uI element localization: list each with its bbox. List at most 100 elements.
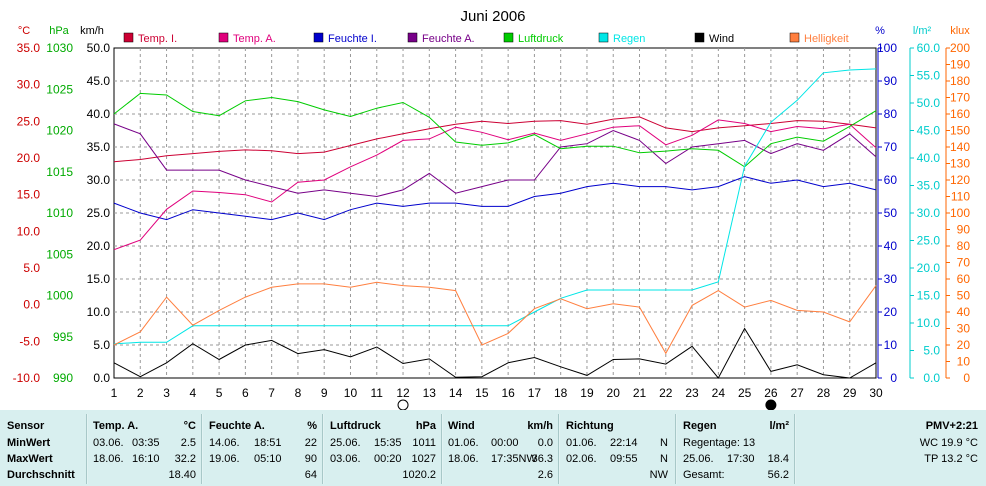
celsius-tick-label: 25.0 (17, 114, 41, 128)
x-tick-label: 26 (764, 386, 778, 400)
legend-label: Helligkeit (804, 33, 849, 45)
wind-min-value: 0.0 (537, 437, 553, 449)
hpa-unit-label: hPa (49, 25, 69, 37)
kmh-tick-label: 0.0 (93, 371, 110, 385)
wind-max-time: 17:35NW (491, 453, 537, 465)
direction-header: Richtung (566, 420, 614, 432)
humidity-min-date: 14.06. (209, 437, 240, 449)
new-moon-icon (765, 399, 777, 410)
hpa-tick-label: 1005 (46, 247, 73, 261)
stats-col-sensor: Sensor MinWert MaxWert Durchschnitt (0, 410, 86, 486)
temp-max-date: 18.06. (93, 453, 124, 465)
celsius-tick-label: 15.0 (17, 188, 41, 202)
temp-max-time: 16:10 (132, 453, 160, 465)
kmh-unit-label: km/h (80, 25, 104, 37)
x-tick-label: 10 (344, 386, 358, 400)
kmh-tick-label: 10.0 (87, 305, 111, 319)
kmh-tick-label: 20.0 (87, 239, 111, 253)
celsius-tick-label: 30.0 (17, 78, 41, 92)
percent-tick-label: 100 (877, 41, 897, 55)
min-label: MinWert (7, 437, 51, 449)
legend-swatch (218, 32, 229, 43)
direction-max-time: 09:55 (610, 453, 638, 465)
legend-swatch (313, 32, 324, 43)
klux-unit-label: klux (950, 25, 970, 37)
x-tick-label: 8 (295, 386, 302, 400)
pressure-max-value: 1027 (411, 453, 436, 465)
humidity-header: Feuchte A. (209, 420, 265, 432)
percent-tick-label: 10 (884, 338, 898, 352)
klux-tick-label: 0 (963, 371, 970, 385)
klux-tick-label: 120 (950, 173, 970, 187)
hpa-tick-label: 1010 (46, 206, 73, 220)
separator (322, 414, 324, 484)
klux-tick-label: 190 (950, 58, 970, 72)
separator (558, 414, 560, 484)
rain-header: Regen (683, 420, 717, 432)
direction-min-value: N (660, 437, 668, 449)
klux-tick-label: 110 (951, 190, 970, 204)
series-line (113, 281, 877, 355)
separator (86, 414, 88, 484)
hpa-tick-label: 990 (53, 371, 73, 385)
x-tick-label: 21 (633, 386, 647, 400)
series-line (113, 68, 877, 345)
legend-swatch (598, 32, 609, 43)
rain-max-value: 18.4 (767, 453, 789, 465)
hpa-tick-label: 1020 (46, 124, 73, 138)
klux-tick-label: 200 (950, 41, 970, 55)
series-line (113, 176, 877, 221)
x-tick-label: 7 (268, 386, 275, 400)
kmh-tick-label: 30.0 (87, 173, 111, 187)
separator (201, 414, 203, 484)
x-tick-label: 29 (843, 386, 857, 400)
celsius-tick-label: 35.0 (17, 41, 41, 55)
direction-max-value: N (660, 453, 668, 465)
wind-min-date: 01.06. (448, 437, 479, 449)
percent-tick-label: 90 (884, 74, 898, 88)
sensor-header: Sensor (7, 420, 45, 432)
x-tick-label: 17 (528, 386, 542, 400)
rain-tick-label: 40.0 (917, 151, 941, 165)
klux-tick-label: 50 (957, 289, 971, 303)
avg-label: Durchschnitt (7, 469, 75, 481)
klux-tick-label: 150 (950, 124, 970, 138)
rain-tick-label: 25.0 (917, 234, 941, 248)
rain-tick-label: 45.0 (917, 124, 941, 138)
x-tick-label: 19 (580, 386, 594, 400)
x-tick-label: 2 (137, 386, 144, 400)
hpa-tick-label: 1000 (46, 289, 73, 303)
klux-tick-label: 60 (957, 272, 971, 286)
x-tick-label: 1 (111, 386, 118, 400)
rain-total-value: 56.2 (767, 469, 789, 481)
series-line (113, 119, 877, 251)
pressure-avg-value: 1020.2 (402, 469, 436, 481)
hpa-tick-label: 1030 (46, 41, 73, 55)
celsius-tick-label: -10.0 (13, 371, 41, 385)
klux-tick-label: 90 (957, 223, 971, 237)
legend-label: Luftdruck (518, 33, 564, 45)
klux-tick-label: 40 (957, 305, 971, 319)
klux-tick-label: 170 (950, 91, 970, 105)
separator (441, 414, 443, 484)
pressure-header: Luftdruck (330, 420, 381, 432)
x-tick-label: 11 (371, 386, 384, 400)
kmh-tick-label: 35.0 (87, 140, 111, 154)
temp-min-time: 03:35 (132, 437, 160, 449)
percent-tick-label: 30 (884, 272, 898, 286)
chart-svg: Juni 200635.030.025.020.015.010.05.00.0-… (13, 8, 971, 410)
wind-avg-value: 2.6 (537, 469, 553, 481)
x-tick-label: 3 (163, 386, 170, 400)
separator (675, 414, 677, 484)
legend-swatch (503, 32, 514, 43)
rain-tick-label: 10.0 (917, 316, 941, 330)
temp-unit: °C (183, 420, 196, 432)
percent-unit-label: % (875, 25, 885, 37)
pressure-unit: hPa (415, 420, 436, 432)
weather-chart: Juni 2006 35.0 30.0 25.0 20.0 15.0 10.0 5.0 0.0-… (13, 8, 971, 410)
x-tick-label: 6 (242, 386, 249, 400)
klux-tick-label: 20 (957, 338, 971, 352)
rain-tick-label: 15.0 (917, 289, 941, 303)
legend-label: Feuchte A. (422, 33, 475, 45)
wind-unit: km/h (527, 420, 553, 432)
